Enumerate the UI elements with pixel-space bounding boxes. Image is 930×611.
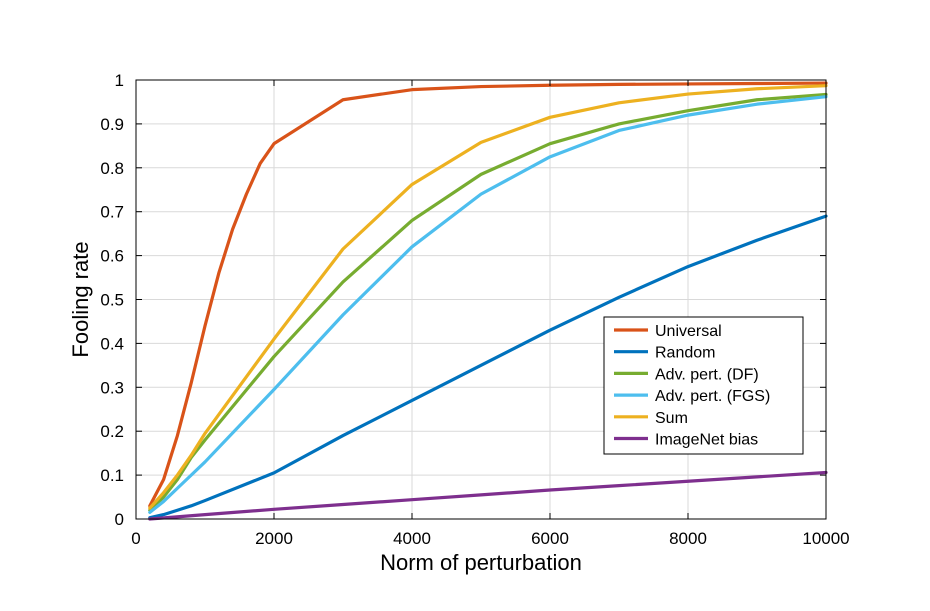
series-line-imagenet-bias [148, 470, 828, 521]
x-tick-label: 4000 [393, 529, 431, 548]
y-tick-label: 0.2 [100, 422, 124, 441]
y-tick-label: 1 [115, 71, 124, 90]
legend-label: Adv. pert. (FGS) [655, 388, 770, 405]
legend-label: Universal [655, 323, 722, 340]
legend-box [603, 316, 804, 455]
x-tick-label: 6000 [531, 529, 569, 548]
legend-label: Sum [655, 410, 688, 427]
legend-label: Adv. pert. (DF) [655, 366, 759, 383]
y-tick-label: 0 [115, 510, 124, 529]
x-tick-label: 2000 [255, 529, 293, 548]
y-tick-label: 0.4 [100, 334, 124, 353]
series-layer [148, 81, 828, 521]
y-tick-label: 0.3 [100, 378, 124, 397]
y-tick-label: 0.6 [100, 247, 124, 266]
x-tick-label: 0 [131, 529, 140, 548]
legend-label: ImageNet bias [655, 432, 758, 449]
x-axis-label: Norm of perturbation [380, 550, 582, 575]
y-tick-label: 0.9 [100, 115, 124, 134]
ticks [135, 79, 827, 520]
series-line-adv-pert-df [148, 92, 828, 512]
y-tick-label: 0.5 [100, 291, 124, 310]
y-tick-label: 0.8 [100, 159, 124, 178]
series-line-sum [148, 84, 828, 510]
y-tick-label: 0.1 [100, 466, 124, 485]
x-tick-label: 8000 [669, 529, 707, 548]
series-line-random [148, 214, 828, 520]
series-line-universal [148, 81, 828, 508]
y-axis-label: Fooling rate [68, 241, 93, 357]
series-line-adv-pert-fgs [148, 95, 828, 515]
y-tick-label: 0.7 [100, 203, 124, 222]
tick-labels: 0 2000 4000 6000 8000 10000 0 0.1 0.2 0.3 0.4 0.5 0.… [100, 71, 849, 548]
x-tick-label: 10000 [802, 529, 849, 548]
legend: Universal Random Adv. pert. (DF) Adv. pert.… [603, 316, 804, 455]
legend-label: Random [655, 345, 715, 362]
